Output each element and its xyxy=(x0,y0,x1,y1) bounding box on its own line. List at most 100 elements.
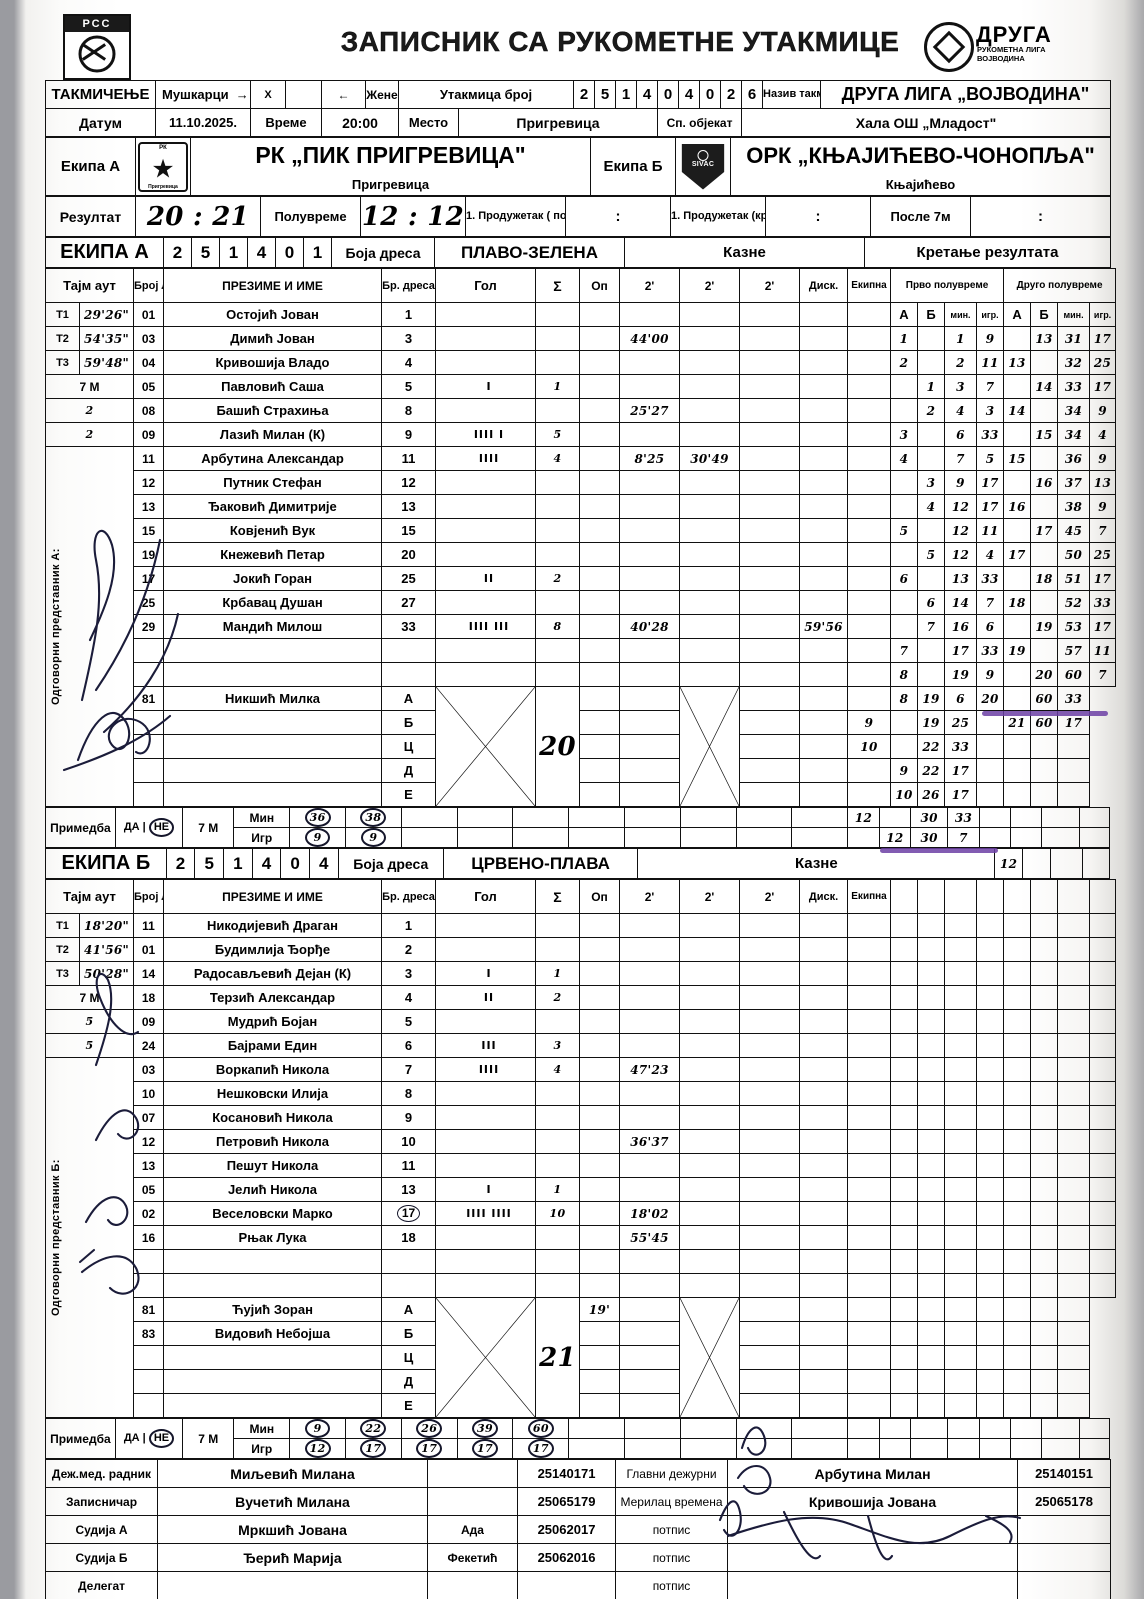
teamb-team-pen[interactable] xyxy=(847,1201,891,1226)
teama-goal[interactable] xyxy=(435,302,536,327)
teamb-disq[interactable] xyxy=(799,985,848,1010)
teama-op[interactable] xyxy=(579,374,620,399)
prog1-b-3[interactable]: 1 xyxy=(917,374,945,399)
progtail-12-3[interactable] xyxy=(976,1201,1004,1226)
prog2-min-2[interactable]: 32 xyxy=(1057,350,1091,375)
team-b-igr-5[interactable] xyxy=(568,1438,626,1459)
progtail-15-1[interactable] xyxy=(917,1273,945,1298)
teamb-pen-1[interactable] xyxy=(619,937,680,962)
teamb-team-pen[interactable] xyxy=(847,961,891,986)
teama-goal[interactable]: I xyxy=(435,374,536,399)
progtail-3-7[interactable] xyxy=(1089,985,1116,1010)
teamb-pen-1[interactable] xyxy=(619,1009,680,1034)
teamb-pen-3[interactable] xyxy=(739,1249,800,1274)
teamb-pen-1[interactable]: 47'23 xyxy=(619,1057,680,1082)
prog2-a-7[interactable] xyxy=(1003,470,1032,495)
team-a-igr-9[interactable] xyxy=(791,827,849,848)
progtail-14-6[interactable] xyxy=(1057,1249,1090,1274)
prog2-a-1[interactable] xyxy=(1003,326,1032,351)
prog1-min-4[interactable]: 4 xyxy=(944,398,977,423)
teamb-team-pen[interactable] xyxy=(847,1009,891,1034)
teamb-op[interactable] xyxy=(579,985,620,1010)
prog2-igr-9[interactable]: 7 xyxy=(1089,518,1117,543)
teamb-team-pen[interactable] xyxy=(847,1153,891,1178)
progtail-4-3[interactable] xyxy=(976,1009,1004,1034)
progtail-5-0[interactable] xyxy=(890,1033,918,1058)
progtail-5-1[interactable] xyxy=(917,1033,945,1058)
teama-keeper-teampen[interactable] xyxy=(799,782,848,807)
progtail-4-0[interactable] xyxy=(890,1009,918,1034)
progtail-13-7[interactable] xyxy=(1089,1225,1116,1250)
pg-m2[interactable] xyxy=(910,1438,949,1459)
prog1-min-12[interactable]: 14 xyxy=(944,590,977,615)
team-b-min-9[interactable] xyxy=(791,1418,849,1439)
prog1-igr-8[interactable]: 17 xyxy=(975,494,1005,519)
teamb-op[interactable] xyxy=(579,1057,620,1082)
teamb-op[interactable] xyxy=(579,1225,620,1250)
teama-keeper-teampen[interactable] xyxy=(799,734,848,759)
prog2-b-1[interactable]: 13 xyxy=(1030,326,1059,351)
teama-pen-2[interactable] xyxy=(679,326,740,351)
progtail-15-0[interactable] xyxy=(890,1273,918,1298)
teama-disq[interactable] xyxy=(799,566,848,591)
progtail-19-7[interactable] xyxy=(1057,1369,1090,1394)
teama-keeper-op[interactable] xyxy=(579,710,620,735)
teama-op[interactable] xyxy=(579,590,620,615)
teamb-pen-1[interactable] xyxy=(619,1153,680,1178)
prog1-a-15[interactable]: 8 xyxy=(890,662,918,687)
teamb-goal[interactable] xyxy=(435,1225,536,1250)
teama-pen-2[interactable] xyxy=(679,614,740,639)
prog1-b-18[interactable] xyxy=(890,734,918,759)
teamb-pen-3[interactable] xyxy=(739,1129,800,1154)
prog2-a-24[interactable] xyxy=(978,807,1012,828)
teama-op[interactable] xyxy=(579,446,620,471)
team-b-min-6[interactable] xyxy=(624,1418,681,1439)
team-a-min-4[interactable] xyxy=(512,807,570,828)
teama-keeper-pen1[interactable] xyxy=(619,758,680,783)
progtail-1-0[interactable] xyxy=(890,937,918,962)
progtail-1-4[interactable] xyxy=(1003,937,1031,962)
prog1-igr-9[interactable]: 11 xyxy=(975,518,1005,543)
teama-pen-2[interactable] xyxy=(679,638,740,663)
teamb-pen-3[interactable] xyxy=(739,1153,800,1178)
progtail-5-7[interactable] xyxy=(1089,1033,1116,1058)
progtail-7-6[interactable] xyxy=(1057,1081,1090,1106)
progtail-17-1[interactable] xyxy=(890,1321,918,1346)
teamb-pen-3[interactable] xyxy=(739,1177,800,1202)
teamb-goal[interactable] xyxy=(435,913,536,938)
team-a-igr-2[interactable] xyxy=(400,827,458,848)
progtail-0-5[interactable] xyxy=(1030,913,1058,938)
prog1-min-7[interactable]: 9 xyxy=(944,470,977,495)
teamb-team-pen[interactable] xyxy=(847,913,891,938)
prog1-b-14[interactable] xyxy=(917,638,945,663)
teamb-pen-1[interactable]: 36'37 xyxy=(619,1129,680,1154)
official-name-2[interactable]: Мркшић Јована xyxy=(157,1515,428,1544)
teama-op[interactable] xyxy=(579,302,620,327)
teamb-op[interactable] xyxy=(579,1009,620,1034)
progtail-19-5[interactable] xyxy=(1003,1369,1031,1394)
teamb-team-pen[interactable] xyxy=(847,1177,891,1202)
teamb-pen-1[interactable] xyxy=(619,961,680,986)
team-a-igr-7[interactable] xyxy=(679,827,737,848)
teama-keeper-pen1[interactable] xyxy=(619,686,680,711)
teamb-team-pen[interactable] xyxy=(847,1273,891,1298)
progtail-9-5[interactable] xyxy=(1030,1129,1058,1154)
teama-pen-3[interactable] xyxy=(739,398,800,423)
progtail-1-2[interactable] xyxy=(944,937,977,962)
team-b-igr-9[interactable] xyxy=(791,1438,849,1459)
progtail-1-6[interactable] xyxy=(1057,937,1090,962)
pg-a2[interactable] xyxy=(847,1438,880,1459)
teamb-pen-1[interactable] xyxy=(619,985,680,1010)
progtail-17-6[interactable] xyxy=(1030,1321,1058,1346)
progtail-10-6[interactable] xyxy=(1057,1153,1090,1178)
teamb-pen-1[interactable] xyxy=(619,1273,680,1298)
teama-pen-1[interactable] xyxy=(619,638,680,663)
teama-pen-1[interactable] xyxy=(619,542,680,567)
teamb-disq[interactable] xyxy=(799,1249,848,1274)
teama-disq[interactable] xyxy=(799,302,848,327)
progtail-20-3[interactable] xyxy=(944,1393,977,1418)
prog2-a-3[interactable] xyxy=(1003,374,1032,399)
teamb-keeper-teampen[interactable] xyxy=(799,1321,848,1346)
teamb-team-pen[interactable] xyxy=(847,1081,891,1106)
progtail-17-5[interactable] xyxy=(1003,1321,1031,1346)
